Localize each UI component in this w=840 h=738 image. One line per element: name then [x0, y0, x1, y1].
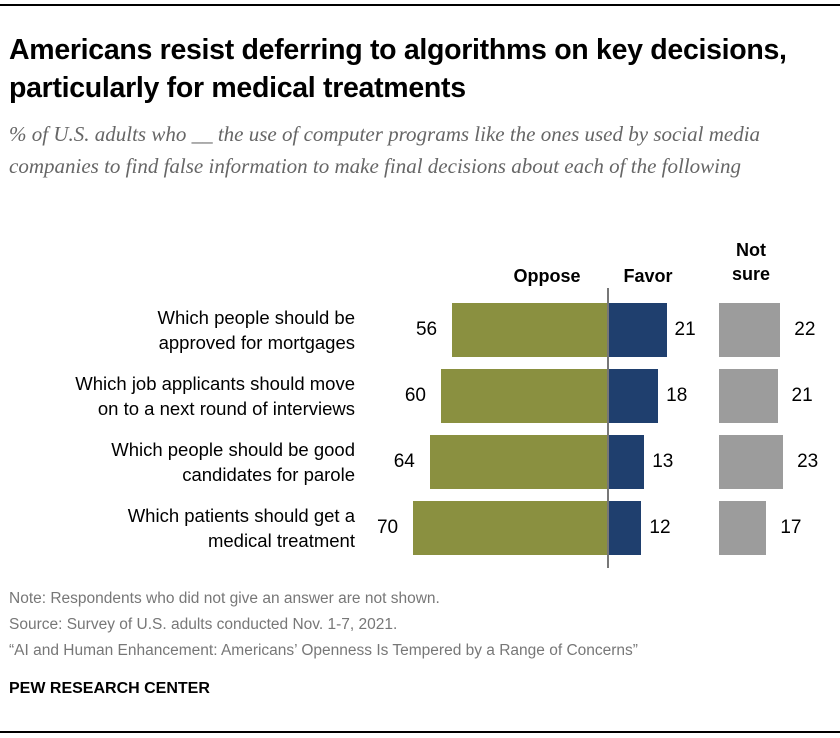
bar-oppose [440, 369, 608, 423]
bar-not-sure [719, 435, 784, 489]
top-rule [0, 4, 840, 6]
row-label-line: Which people should be good [111, 439, 355, 460]
row-label-line: approved for mortgages [158, 332, 355, 353]
row-label-line: medical treatment [207, 530, 355, 551]
value-label-favor: 18 [666, 385, 688, 406]
bar-favor [608, 501, 642, 555]
footer-source: Source: Survey of U.S. adults conducted … [9, 616, 398, 633]
bar-favor [608, 303, 667, 357]
chart-subtitle: % of U.S. adults who __ the use of compu… [9, 122, 761, 178]
chart-title: Americans resist deferring to algorithms… [9, 34, 787, 104]
bar-oppose [429, 435, 608, 489]
pew-research-center-logo: PEW RESEARCH CENTER [9, 680, 210, 697]
bar-not-sure [719, 369, 778, 423]
column-header-favor: Favor [623, 266, 673, 286]
bar-not-sure [719, 303, 781, 357]
row-label: Which people should be approved for mortg… [0, 305, 355, 355]
column-header-oppose: Oppose [513, 266, 581, 286]
value-label-favor: 12 [649, 517, 671, 538]
value-label-not-sure: 17 [780, 517, 802, 538]
row-label: Which job applicants should move on to a … [0, 371, 355, 421]
value-label-not-sure: 23 [797, 451, 819, 472]
bar-favor [608, 369, 659, 423]
center-axis-line [607, 288, 609, 568]
bar-oppose [451, 303, 608, 357]
value-label-favor: 21 [674, 319, 696, 340]
row-label: Which patients should get a medical treat… [0, 503, 355, 553]
row-label-line: Which job applicants should move [75, 373, 355, 394]
value-label-oppose: 64 [393, 451, 415, 472]
bar-not-sure [719, 501, 767, 555]
value-label-not-sure: 22 [794, 319, 816, 340]
row-label-line: Which patients should get a [127, 505, 355, 526]
value-label-oppose: 60 [404, 385, 426, 406]
value-label-oppose: 56 [415, 319, 438, 340]
column-header-not-sure: Not sure [712, 238, 790, 286]
row-label-line: candidates for parole [182, 464, 355, 485]
column-header-not-sure-line1: Not [736, 240, 766, 260]
footer-note: Note: Respondents who did not give an an… [9, 590, 440, 607]
row-label-line: Which people should be [157, 307, 355, 328]
value-label-oppose: 70 [376, 517, 399, 538]
row-label: Which people should be good candidates fo… [0, 437, 355, 487]
value-label-favor: 13 [652, 451, 674, 472]
footer-report-title: “AI and Human Enhancement: Americans’ Op… [9, 642, 638, 659]
bottom-rule [0, 731, 840, 733]
value-label-not-sure: 21 [791, 385, 813, 406]
bar-favor [608, 435, 645, 489]
column-header-not-sure-line2: sure [731, 264, 771, 284]
bar-oppose [412, 501, 608, 555]
row-label-line: on to a next round of interviews [97, 398, 355, 419]
